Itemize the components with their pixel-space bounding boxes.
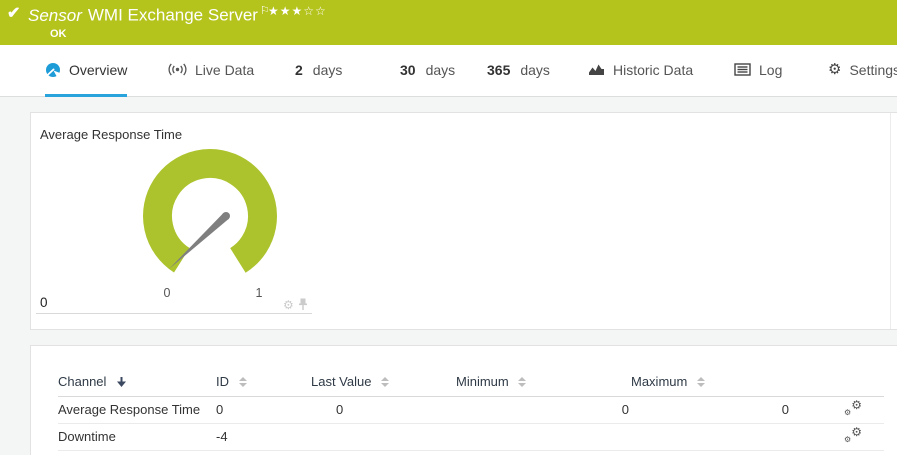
cell-maximum: 0 <box>631 396 791 424</box>
gear-icon: ⚙ <box>828 61 842 78</box>
status-badge: OK <box>50 28 67 40</box>
tab-label: Log <box>759 61 783 78</box>
sensor-title-line: Sensor WMI Exchange Server ⚐ <box>28 4 270 26</box>
panel-divider <box>890 113 891 329</box>
tab-bar: Overview Live Data 2 days 30 days 365 <box>0 45 897 97</box>
page-title: WMI Exchange Server <box>87 5 258 25</box>
tab-30-days[interactable]: 30 days <box>400 45 455 97</box>
area-chart-icon <box>588 63 605 77</box>
tab-overview[interactable]: Overview <box>45 45 128 97</box>
column-header-minimum[interactable]: Minimum <box>456 367 631 397</box>
log-icon <box>734 63 751 76</box>
table-row: Average Response Time 0 0 0 0 ⚙ ⚙ <box>58 396 884 424</box>
tab-2-days[interactable]: 2 days <box>295 45 342 97</box>
status-check-icon: ✔ <box>7 5 21 22</box>
pin-icon[interactable] <box>298 298 308 311</box>
response-time-gauge: 0 1 <box>143 149 277 300</box>
channel-settings-icon[interactable]: ⚙ ⚙ <box>844 425 862 444</box>
cell-id: -4 <box>216 423 311 451</box>
table-header-row: Channel ID Last Value <box>58 367 884 397</box>
tab-label: Live Data <box>195 61 255 78</box>
column-header-actions <box>791 367 884 397</box>
tab-365-days[interactable]: 365 days <box>487 45 550 97</box>
column-header-id[interactable]: ID <box>216 367 311 397</box>
tab-label: Overview <box>69 61 128 78</box>
sort-toggle-icon <box>518 377 527 388</box>
priority-stars[interactable]: ★★★☆☆ <box>268 4 327 18</box>
cell-channel: Downtime <box>58 423 216 451</box>
gauge-max-label: 1 <box>256 286 263 300</box>
sensor-kind-label: Sensor <box>28 5 82 25</box>
column-header-maximum[interactable]: Maximum <box>631 367 791 397</box>
gauge-min-label: 0 <box>164 286 171 300</box>
gauge-settings-gear-icon[interactable]: ⚙ <box>283 297 294 312</box>
tab-number: 365 <box>487 61 511 78</box>
flag-icon[interactable]: ⚐ <box>259 5 270 17</box>
cell-maximum <box>631 423 791 451</box>
tab-label: days <box>425 61 456 78</box>
tab-live-data[interactable]: Live Data <box>168 45 254 97</box>
cell-minimum: 0 <box>456 396 631 424</box>
gauge-needle <box>169 213 229 269</box>
tab-settings[interactable]: ⚙ Settings <box>828 45 897 97</box>
column-header-last-value[interactable]: Last Value <box>311 367 456 397</box>
channel-table: Channel ID Last Value <box>58 367 884 451</box>
tab-label: days <box>520 61 550 78</box>
sort-desc-icon <box>117 376 127 387</box>
tab-number: 2 <box>295 61 303 78</box>
sort-toggle-icon <box>238 377 247 388</box>
cell-last-value: 0 <box>311 396 456 424</box>
tab-label: Settings <box>849 61 897 78</box>
sort-toggle-icon <box>696 377 705 388</box>
gauge-axis-left-label: 0 <box>40 295 48 310</box>
broadcast-icon <box>168 62 187 77</box>
tab-historic-data[interactable]: Historic Data <box>588 45 693 97</box>
channel-table-panel: Channel ID Last Value <box>30 345 897 455</box>
cell-minimum <box>456 423 631 451</box>
tab-log[interactable]: Log <box>734 45 782 97</box>
cell-id: 0 <box>216 396 311 424</box>
cell-last-value <box>311 423 456 451</box>
column-header-channel[interactable]: Channel <box>58 367 216 397</box>
tab-label: Historic Data <box>613 61 694 78</box>
table-row: Downtime -4 ⚙ ⚙ <box>58 423 884 451</box>
tab-label: days <box>312 61 343 78</box>
tab-number: 30 <box>400 61 416 78</box>
gauge-icon <box>45 62 61 78</box>
sensor-status-header: ✔ Sensor WMI Exchange Server ⚐ ★★★☆☆ OK <box>0 0 897 45</box>
gauge-panel: Average Response Time 0 1 0 ⚙ <box>30 112 897 330</box>
sort-toggle-icon <box>381 377 390 388</box>
channel-settings-icon[interactable]: ⚙ ⚙ <box>844 398 862 417</box>
cell-channel: Average Response Time <box>58 396 216 424</box>
gauge-axis-line <box>36 313 312 314</box>
gauge-panel-title: Average Response Time <box>40 127 183 142</box>
